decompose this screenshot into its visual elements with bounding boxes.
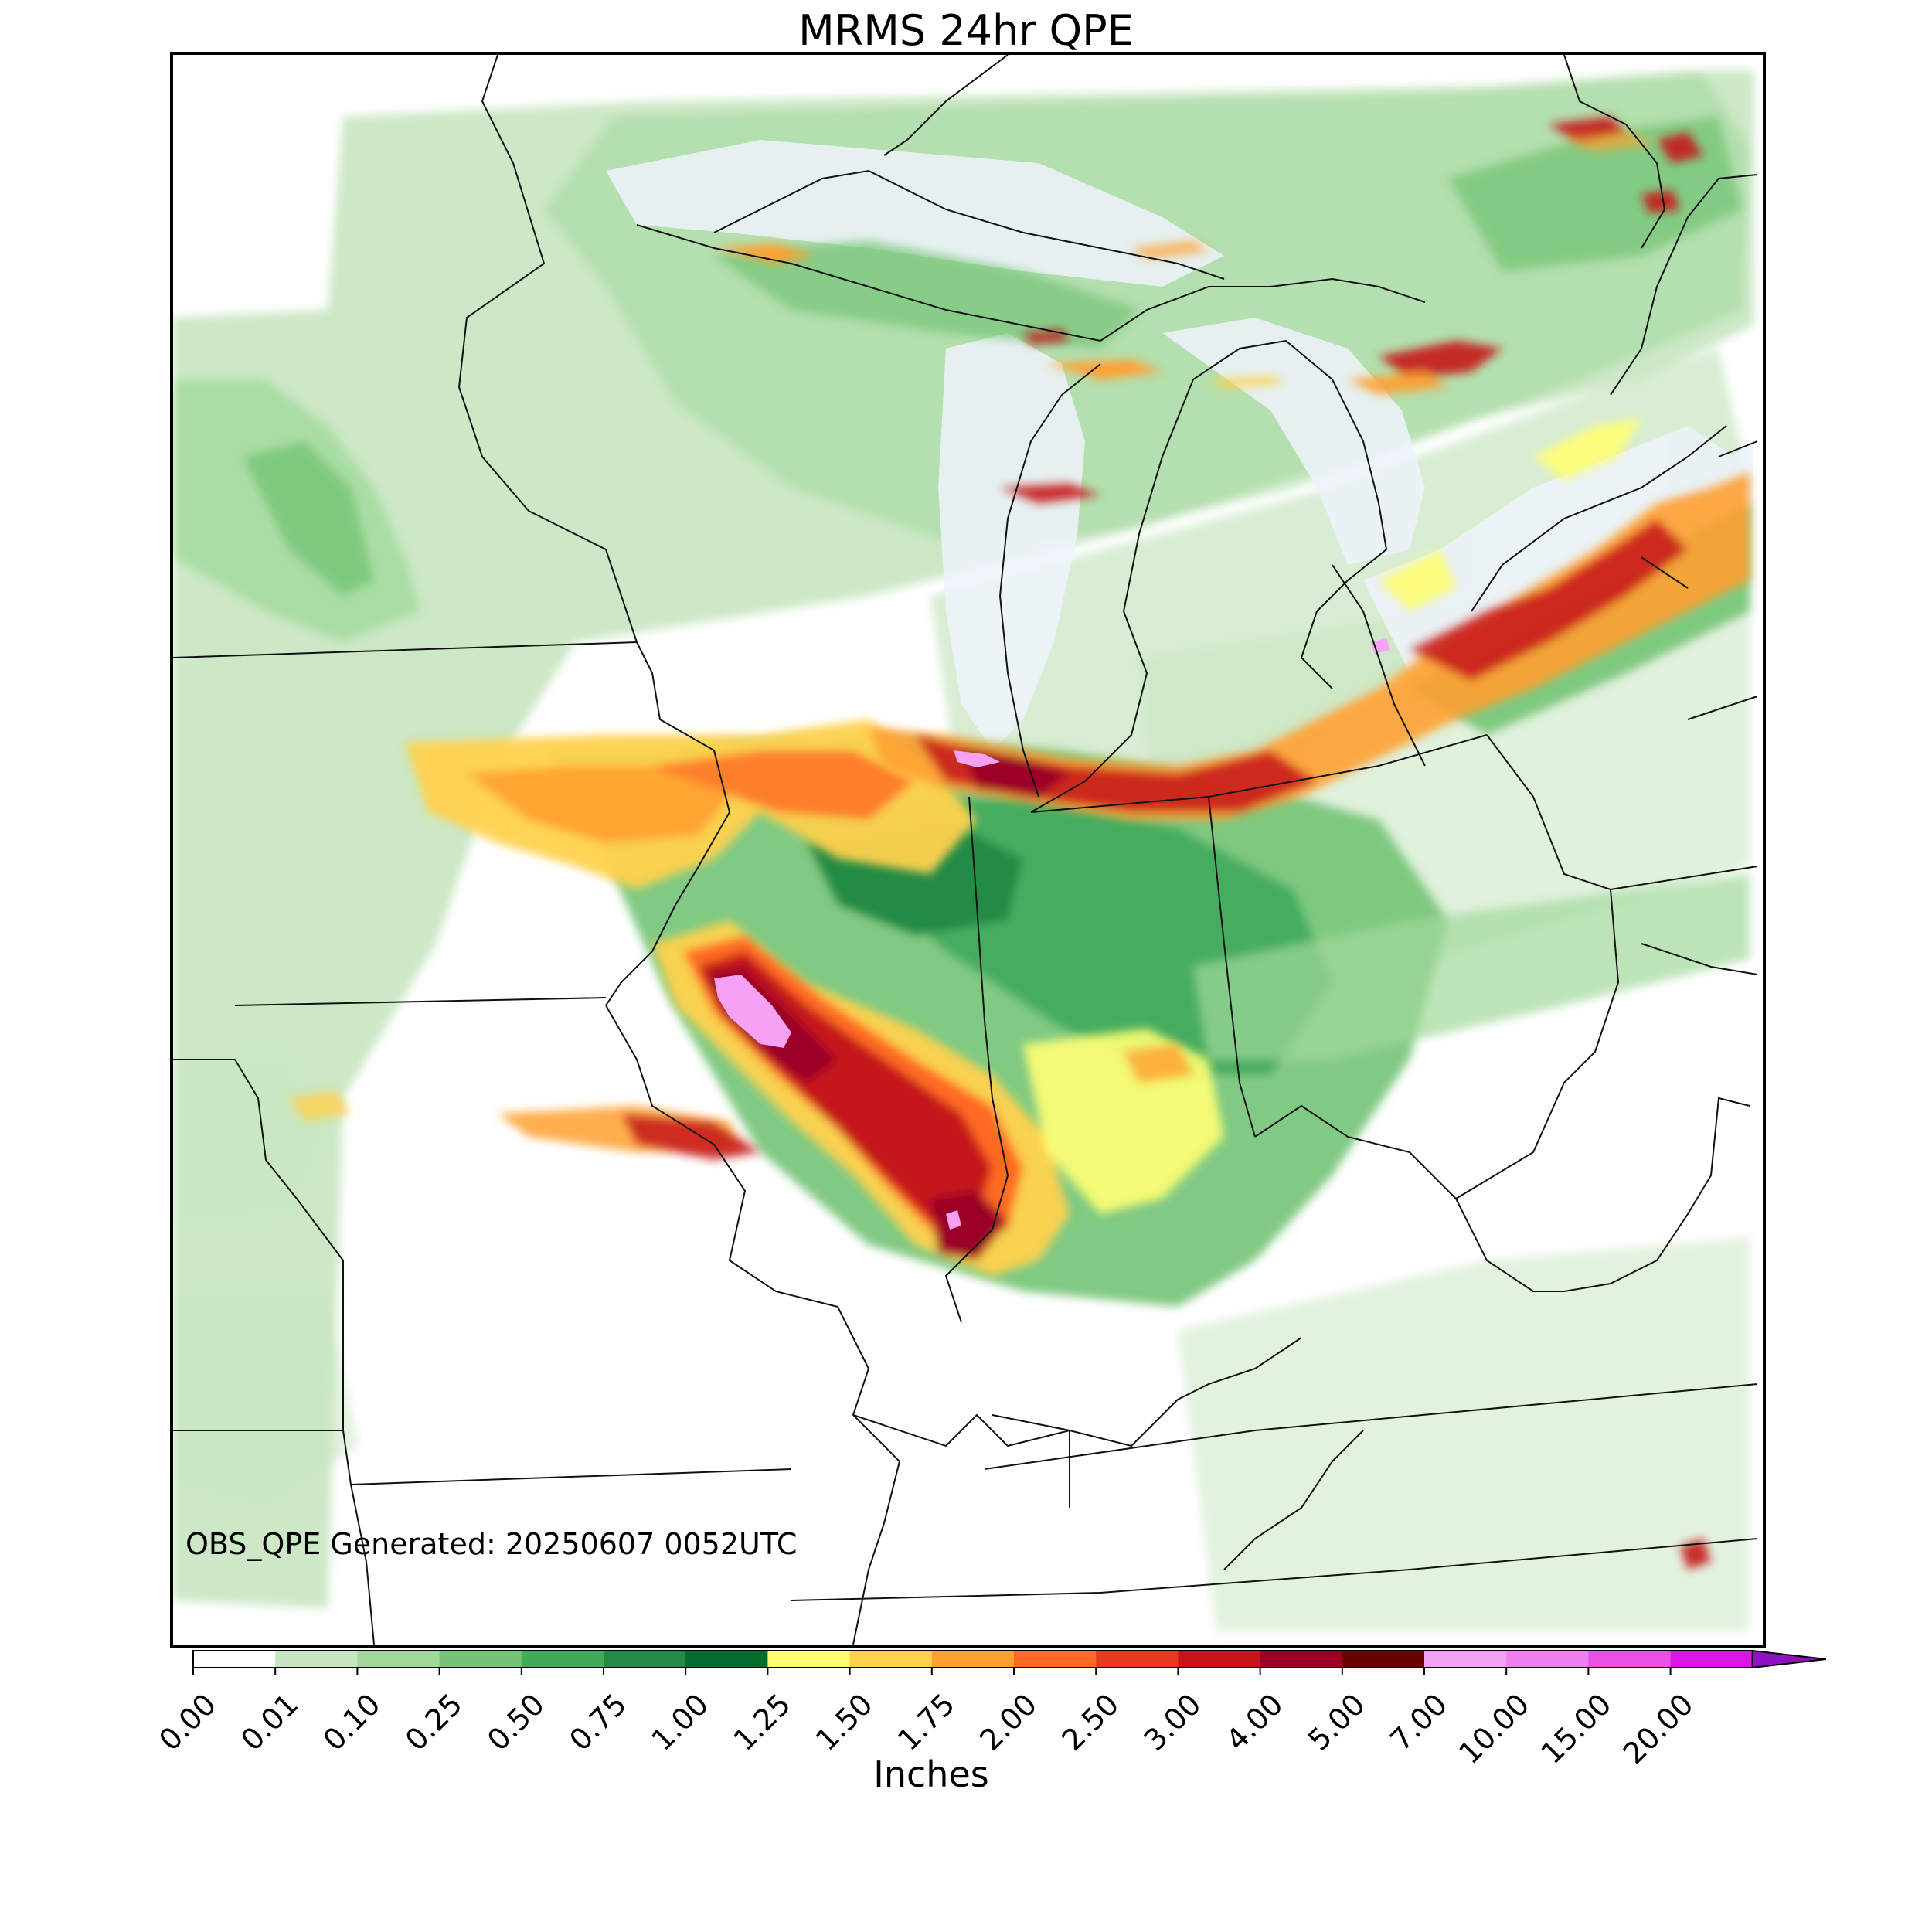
colorbar-swatch [521,1651,604,1668]
extreme-precip-layer [714,975,961,1230]
colorbar-swatch [931,1651,1015,1668]
colorbar-tick-label: 0.75 [563,1687,633,1757]
colorbar-swatch [604,1651,686,1668]
colorbar-swatch [1014,1651,1097,1668]
colorbar-tick-label: 0.00 [152,1687,223,1757]
colorbar-swatch [1178,1651,1261,1668]
colorbar-swatch [357,1651,440,1668]
colorbar-tick-label: 1.75 [891,1687,961,1757]
northern-band-layer [869,418,1750,820]
map-title: MRMS 24hr QPE [798,6,1134,55]
colorbar-tick-label: 1.25 [727,1687,798,1757]
colorbar-outline [192,1650,1753,1668]
colorbar-tick-label: 4.00 [1219,1687,1290,1757]
colorbar-tick-label: 1.00 [645,1687,715,1757]
colorbar-swatch [275,1651,358,1668]
colorbar-swatch [1260,1651,1343,1668]
colorbar-unit-label: Inches [873,1753,989,1795]
colorbar-swatches [192,1649,1826,1669]
colorbar-tick-label: 0.01 [234,1687,304,1757]
colorbar-ticks [192,1668,1672,1675]
precipitation-map [173,55,1758,1645]
colorbar-swatch [767,1651,851,1668]
colorbar-tick-label: 2.00 [973,1687,1043,1757]
colorbar-swatch [193,1651,276,1668]
colorbar-swatch [685,1651,768,1668]
colorbar-swatch [439,1651,522,1668]
colorbar-tick-label: 0.50 [481,1687,551,1757]
colorbar-swatch [1096,1651,1179,1668]
colorbar-tick-label: 0.10 [317,1687,387,1757]
colorbar-swatch [849,1651,933,1668]
north-streaks-layer [289,117,1711,1570]
colorbar-swatch [1588,1651,1672,1668]
colorbar-extend-arrow [1751,1649,1826,1669]
map-frame [170,52,1766,1648]
colorbar-swatch [1342,1651,1425,1668]
colorbar-tick-label: 0.25 [399,1687,469,1757]
colorbar-tick-label: 5.00 [1301,1687,1372,1757]
boundary-lines [173,55,1758,1645]
colorbar-tick-label: 1.50 [809,1687,879,1757]
colorbar-tick-label: 2.50 [1055,1687,1125,1757]
colorbar-tick-label: 7.00 [1383,1687,1454,1757]
generated-timestamp-label: OBS_QPE Generated: 20250607 0052UTC [185,1527,798,1561]
colorbar-swatch [1670,1651,1753,1668]
colorbar-swatch [1424,1651,1507,1668]
colorbar-swatch [1506,1651,1589,1668]
colorbar-tick-label: 3.00 [1138,1687,1208,1757]
